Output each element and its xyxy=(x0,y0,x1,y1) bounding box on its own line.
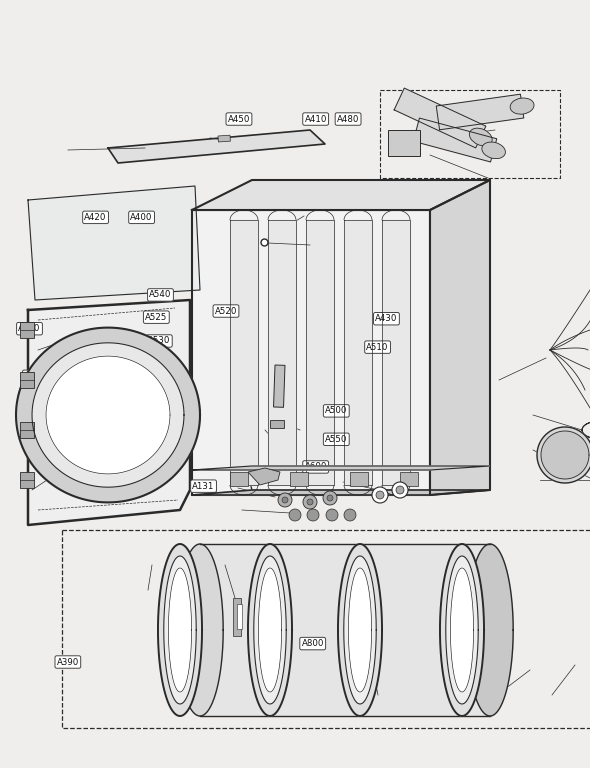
Polygon shape xyxy=(192,180,490,210)
Text: A420: A420 xyxy=(84,213,107,222)
Bar xyxy=(290,472,308,486)
Text: A333: A333 xyxy=(31,437,54,446)
Polygon shape xyxy=(168,568,192,692)
Bar xyxy=(20,472,34,488)
Bar xyxy=(388,130,420,156)
Text: A400: A400 xyxy=(130,213,153,222)
Polygon shape xyxy=(248,544,292,716)
Text: A410: A410 xyxy=(304,114,327,124)
Text: A430: A430 xyxy=(375,314,398,323)
Polygon shape xyxy=(192,490,490,495)
Circle shape xyxy=(392,482,408,498)
Text: A530: A530 xyxy=(148,336,171,346)
Polygon shape xyxy=(446,556,478,704)
Circle shape xyxy=(323,491,337,505)
Text: A600: A600 xyxy=(304,462,327,472)
Text: A480: A480 xyxy=(337,114,359,124)
Text: A320: A320 xyxy=(24,372,47,381)
Polygon shape xyxy=(344,556,376,704)
Polygon shape xyxy=(192,466,490,470)
Bar xyxy=(20,372,34,388)
Polygon shape xyxy=(192,210,430,495)
Bar xyxy=(233,598,241,636)
Polygon shape xyxy=(46,356,170,474)
Bar xyxy=(218,135,230,142)
Circle shape xyxy=(396,486,404,494)
Text: A305: A305 xyxy=(166,376,188,385)
Text: A500: A500 xyxy=(325,406,348,415)
Polygon shape xyxy=(164,556,196,704)
Bar xyxy=(350,472,368,486)
Bar xyxy=(270,420,284,428)
Polygon shape xyxy=(32,343,184,487)
Circle shape xyxy=(372,487,388,503)
Text: A390: A390 xyxy=(57,657,79,667)
Text: A310: A310 xyxy=(18,324,41,333)
Polygon shape xyxy=(108,130,325,163)
Text: A540: A540 xyxy=(149,290,172,300)
Polygon shape xyxy=(254,556,286,704)
Circle shape xyxy=(326,509,338,521)
Text: A131: A131 xyxy=(192,482,215,491)
Text: A450: A450 xyxy=(228,114,250,124)
Circle shape xyxy=(327,495,333,501)
Text: A325: A325 xyxy=(20,395,42,404)
Circle shape xyxy=(282,497,288,503)
Polygon shape xyxy=(268,220,296,485)
Polygon shape xyxy=(430,180,490,495)
Polygon shape xyxy=(16,328,200,502)
Bar xyxy=(400,472,418,486)
Polygon shape xyxy=(450,568,474,692)
Polygon shape xyxy=(177,544,223,716)
Circle shape xyxy=(376,491,384,499)
Circle shape xyxy=(307,499,313,505)
Circle shape xyxy=(289,509,301,521)
Text: A510: A510 xyxy=(366,343,389,352)
Ellipse shape xyxy=(482,142,506,159)
Polygon shape xyxy=(349,568,372,692)
Polygon shape xyxy=(258,568,281,692)
Polygon shape xyxy=(394,88,486,148)
Polygon shape xyxy=(306,220,334,485)
Polygon shape xyxy=(541,431,589,479)
Polygon shape xyxy=(467,544,513,716)
Circle shape xyxy=(307,509,319,521)
Polygon shape xyxy=(230,220,258,485)
Text: A308: A308 xyxy=(31,416,54,425)
Polygon shape xyxy=(436,94,524,130)
Polygon shape xyxy=(28,300,190,525)
Polygon shape xyxy=(338,544,382,716)
Text: A550: A550 xyxy=(325,435,348,444)
Bar xyxy=(237,604,242,629)
Ellipse shape xyxy=(510,98,534,114)
Polygon shape xyxy=(344,220,372,485)
Bar xyxy=(20,322,34,338)
Polygon shape xyxy=(28,186,200,300)
Text: A525: A525 xyxy=(145,313,168,322)
Bar xyxy=(20,422,34,438)
Polygon shape xyxy=(440,544,484,716)
Circle shape xyxy=(303,495,317,509)
Polygon shape xyxy=(382,220,410,485)
Circle shape xyxy=(278,493,292,507)
Circle shape xyxy=(344,509,356,521)
Text: A800: A800 xyxy=(301,639,324,648)
Bar xyxy=(274,365,285,407)
Text: A300: A300 xyxy=(176,410,199,419)
Polygon shape xyxy=(248,468,280,485)
Ellipse shape xyxy=(470,128,492,146)
Polygon shape xyxy=(413,118,497,162)
Polygon shape xyxy=(158,544,202,716)
Bar xyxy=(230,472,248,486)
Polygon shape xyxy=(537,427,590,483)
Polygon shape xyxy=(200,544,490,716)
Text: A520: A520 xyxy=(215,306,237,316)
